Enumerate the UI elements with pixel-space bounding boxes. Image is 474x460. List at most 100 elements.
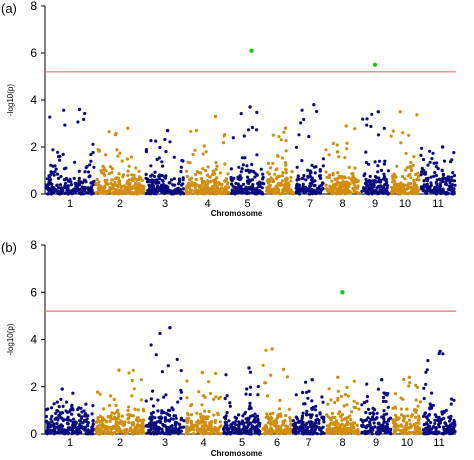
data-point <box>248 385 253 389</box>
data-point <box>123 432 127 436</box>
data-point <box>103 191 107 195</box>
data-point <box>89 430 93 434</box>
data-point <box>106 429 110 433</box>
data-point <box>430 157 434 161</box>
data-point <box>199 176 204 181</box>
data-point <box>433 191 437 195</box>
data-point <box>369 124 373 129</box>
data-point <box>55 425 59 429</box>
data-point <box>300 416 304 420</box>
data-point <box>185 379 189 383</box>
data-point <box>253 412 257 416</box>
data-point-peak <box>440 145 445 149</box>
data-point <box>101 164 105 168</box>
data-point <box>108 165 112 169</box>
data-point <box>312 165 317 169</box>
data-point <box>450 158 454 162</box>
data-point <box>249 169 253 173</box>
data-point <box>337 155 341 159</box>
data-point <box>248 401 252 405</box>
data-point <box>107 431 111 436</box>
data-point <box>213 182 218 186</box>
data-point <box>139 431 143 435</box>
data-point <box>224 421 228 425</box>
data-point <box>269 187 273 192</box>
data-point <box>263 381 268 385</box>
data-point <box>206 185 210 189</box>
data-point <box>368 411 372 415</box>
data-point <box>110 191 114 195</box>
data-point <box>96 416 100 420</box>
data-point <box>169 191 173 196</box>
data-point <box>129 426 133 430</box>
y-tick-label: 0 <box>30 427 37 441</box>
data-point <box>391 406 395 410</box>
data-point <box>178 422 182 426</box>
data-point <box>370 432 374 436</box>
data-point <box>233 186 237 190</box>
data-point <box>242 191 246 195</box>
data-point <box>326 402 330 406</box>
data-point <box>166 364 170 368</box>
data-point <box>425 182 429 187</box>
data-point <box>431 425 436 429</box>
data-point <box>289 175 293 179</box>
data-point <box>167 181 171 185</box>
data-point <box>310 181 314 185</box>
data-point <box>74 420 78 424</box>
data-point <box>200 403 204 407</box>
data-point <box>347 190 351 194</box>
data-point <box>152 188 156 192</box>
data-point <box>248 421 252 426</box>
data-point <box>58 414 62 418</box>
data-point <box>91 150 95 155</box>
data-point <box>208 391 213 396</box>
data-point <box>295 417 299 421</box>
data-point <box>227 419 231 423</box>
data-point <box>155 157 159 162</box>
data-point <box>217 181 221 185</box>
data-point <box>278 428 282 432</box>
data-point <box>314 424 318 428</box>
data-point <box>148 185 152 189</box>
data-point <box>365 395 370 399</box>
data-point <box>297 133 301 137</box>
data-point <box>159 420 163 424</box>
data-point <box>165 426 169 430</box>
panel-label: (b) <box>1 240 17 255</box>
data-point <box>123 186 128 191</box>
data-point <box>189 413 194 417</box>
data-point <box>130 173 134 177</box>
data-point <box>264 415 268 419</box>
data-point <box>355 401 359 405</box>
data-point <box>126 173 130 177</box>
data-point <box>452 151 456 155</box>
data-point <box>223 162 227 166</box>
data-point <box>371 415 375 419</box>
data-point <box>382 409 386 413</box>
data-point <box>310 420 314 424</box>
data-point <box>275 167 279 171</box>
data-point <box>401 397 405 401</box>
panel-b: 0 2 4 6 8 (b) -log10(p) 1 2 3 4 5 6 7 8 9 10 11 Chromosome <box>1 238 457 458</box>
data-point <box>175 357 179 361</box>
data-point <box>173 183 177 187</box>
data-point <box>62 432 67 436</box>
data-point <box>106 415 110 419</box>
data-point <box>70 432 74 436</box>
data-point-peak <box>168 326 172 330</box>
data-point <box>377 180 381 184</box>
data-point <box>103 173 107 177</box>
data-point <box>319 188 324 192</box>
data-point <box>343 192 347 196</box>
data-point <box>91 142 95 146</box>
data-point <box>151 421 155 425</box>
data-point <box>188 161 192 165</box>
data-point <box>344 432 348 436</box>
data-point <box>102 407 106 411</box>
data-point <box>313 171 317 175</box>
data-point <box>425 191 429 195</box>
data-point <box>55 409 59 413</box>
data-point <box>422 396 426 401</box>
data-point <box>160 409 164 413</box>
